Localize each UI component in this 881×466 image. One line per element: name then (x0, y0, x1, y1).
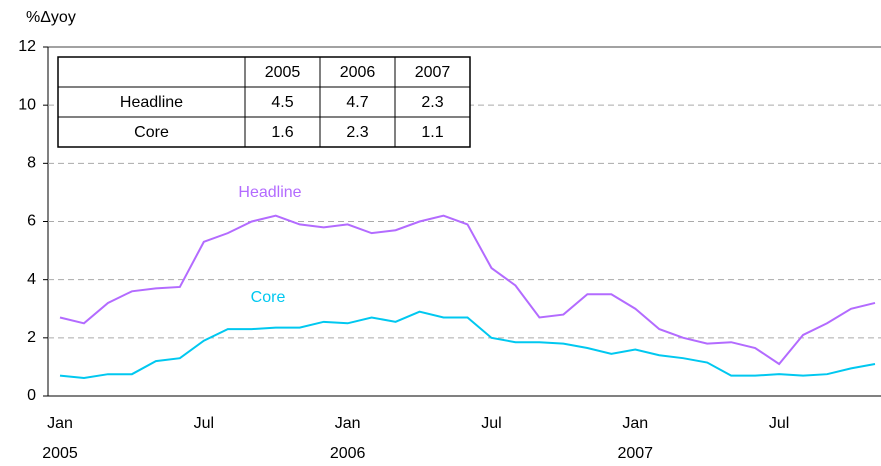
x-year-label: 2006 (330, 445, 366, 462)
table-header: 2006 (340, 64, 376, 81)
table-cell: 2.3 (421, 94, 443, 111)
series-label: Core (251, 289, 286, 306)
table-cell: 4.5 (271, 94, 293, 111)
x-year-label: 2005 (42, 445, 78, 462)
table-cell: 1.1 (421, 124, 443, 141)
x-tick-label: Jan (47, 415, 73, 432)
y-tick-label: 2 (27, 329, 36, 346)
table-row-label: Core (134, 124, 169, 141)
table-header: 2007 (415, 64, 451, 81)
series-line (59, 214, 876, 366)
y-tick-label: 10 (18, 96, 36, 113)
x-tick-label: Jul (769, 415, 789, 432)
y-tick-label: 8 (27, 155, 36, 172)
series-label: Headline (238, 184, 301, 201)
y-axis-label: %Δyoy (26, 9, 76, 26)
x-tick-label: Jan (622, 415, 648, 432)
table-row-label: Headline (120, 94, 183, 111)
y-tick-label: 4 (27, 271, 36, 288)
x-tick-label: Jan (335, 415, 361, 432)
series-line (59, 310, 876, 379)
table-cell: 2.3 (346, 124, 368, 141)
x-year-label: 2007 (617, 445, 653, 462)
table-cell: 4.7 (346, 94, 368, 111)
table-header: 2005 (265, 64, 301, 81)
x-tick-label: Jul (481, 415, 501, 432)
table-cell: 1.6 (271, 124, 293, 141)
y-tick-label: 6 (27, 213, 36, 230)
y-tick-label: 12 (18, 38, 36, 55)
y-tick-label: 0 (27, 387, 36, 404)
x-tick-label: Jul (194, 415, 214, 432)
table-frame (57, 56, 471, 148)
